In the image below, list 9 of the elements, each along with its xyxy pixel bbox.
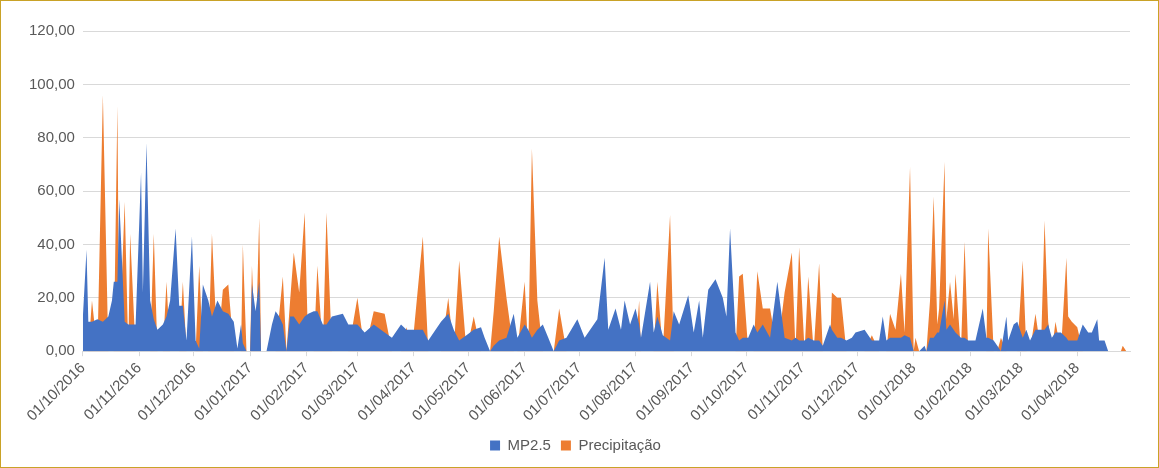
y-tick-label: 80,00 <box>37 127 75 145</box>
y-tick-label: 120,00 <box>28 21 75 39</box>
y-tick-label: 60,00 <box>37 181 75 199</box>
legend-label: Precipitação <box>578 435 661 453</box>
y-tick-label: 100,00 <box>28 74 75 92</box>
y-tick-label: 40,00 <box>37 234 75 252</box>
y-tick-label: 20,00 <box>37 287 75 305</box>
y-tick-label: 0,00 <box>45 341 75 359</box>
legend-label: MP2.5 <box>507 435 551 453</box>
